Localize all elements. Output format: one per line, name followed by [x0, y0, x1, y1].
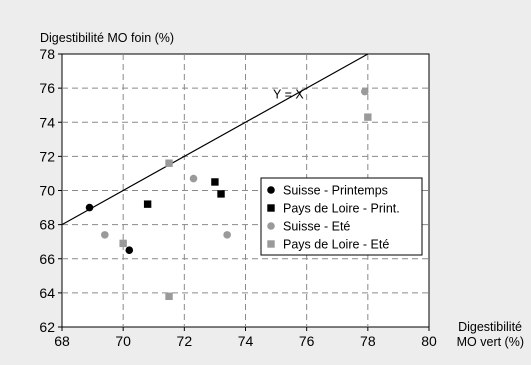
reference-line-label: Y = X — [273, 87, 304, 101]
y-tick-label: 64 — [39, 285, 55, 301]
y-tick-label: 66 — [39, 251, 55, 267]
legend-entries: Suisse - Printemps Pays de Loire - Print.… — [267, 184, 400, 252]
legend-label: Suisse - Eté — [283, 220, 350, 234]
legend-label: Pays de Loire - Eté — [283, 238, 389, 252]
data-point — [211, 178, 219, 186]
legend-marker — [267, 186, 275, 194]
axis-ticks: 68 70 72 74 76 78 80 62 64 66 68 70 72 74 76 78 — [39, 46, 437, 349]
x-tick-label: 80 — [421, 333, 437, 349]
y-tick-label: 70 — [39, 183, 55, 199]
x-tick-label: 72 — [177, 333, 193, 349]
data-point — [189, 174, 198, 183]
data-point — [217, 190, 225, 198]
legend-marker — [267, 222, 275, 230]
x-tick-label: 74 — [238, 333, 254, 349]
y-axis-label: Digestibilité MO foin (%) — [40, 31, 174, 45]
data-point — [165, 159, 173, 167]
y-tick-label: 76 — [39, 80, 55, 96]
data-point — [360, 87, 369, 96]
y-tick-label: 72 — [39, 148, 55, 164]
y-tick-label: 62 — [39, 319, 55, 335]
data-point — [165, 292, 173, 300]
x-axis-label-line1: Digestibilité — [458, 320, 522, 334]
y-tick-label: 78 — [39, 46, 55, 62]
data-point — [85, 203, 94, 212]
x-tick-label: 70 — [115, 333, 131, 349]
y-tick-label: 74 — [39, 114, 55, 130]
data-point — [101, 231, 109, 239]
y-tick-label: 68 — [39, 217, 55, 233]
data-points — [85, 87, 372, 300]
data-point — [364, 113, 372, 121]
x-tick-label: 68 — [54, 333, 70, 349]
reference-line-y-equals-x — [61, 53, 369, 226]
x-tick-label: 76 — [299, 333, 315, 349]
legend-marker — [267, 240, 275, 248]
data-point — [125, 246, 134, 255]
x-axis-label-line2: MO vert (%) — [457, 335, 524, 349]
data-point — [119, 239, 127, 248]
legend-label: Suisse - Printemps — [283, 184, 388, 198]
data-point — [223, 231, 231, 239]
legend — [260, 177, 423, 256]
x-tick-label: 78 — [360, 333, 376, 349]
legend-label: Pays de Loire - Print. — [283, 202, 400, 216]
data-point — [143, 200, 152, 208]
legend-marker — [267, 204, 275, 212]
